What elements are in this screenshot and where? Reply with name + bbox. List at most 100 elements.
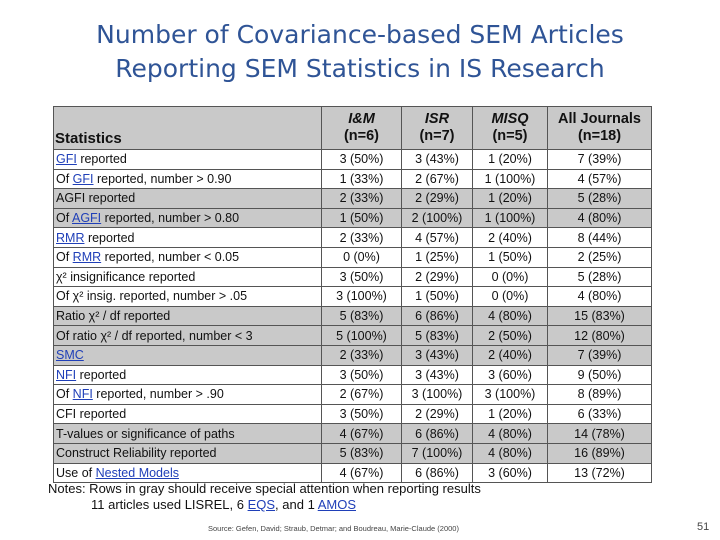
table-row: Of NFI reported, number > .90 2 (67%) 3 (1… — [53, 384, 652, 405]
source-citation: Source: Gefen, David; Straub, Detmar; an… — [208, 524, 459, 533]
value-cell: 2 (100%) — [401, 207, 473, 229]
value-cell: 5 (83%) — [321, 305, 402, 327]
value-cell: 5 (28%) — [547, 188, 652, 209]
value-cell: 1 (20%) — [472, 403, 548, 425]
value-cell: 3 (100%) — [401, 384, 473, 405]
value-cell: 3 (60%) — [472, 364, 548, 386]
value-cell: 6 (86%) — [401, 462, 473, 484]
row-label: Of GFI reported, number > 0.90 — [53, 168, 322, 190]
value-cell: 3 (50%) — [321, 403, 402, 425]
row-label: Of ratio χ² / df reported, number < 3 — [53, 325, 322, 346]
term-link[interactable]: AGFI — [71, 211, 102, 226]
value-cell: 2 (40%) — [472, 227, 548, 248]
value-cell: 6 (86%) — [401, 305, 473, 327]
value-cell: 1 (50%) — [321, 207, 402, 229]
value-cell: 14 (78%) — [547, 423, 652, 444]
value-cell: 4 (67%) — [321, 423, 402, 444]
row-label: SMC — [53, 344, 322, 366]
value-cell: 16 (89%) — [547, 442, 652, 464]
row-label: CFI reported — [53, 403, 322, 425]
value-cell: 2 (50%) — [472, 325, 548, 346]
value-cell: 15 (83%) — [547, 305, 652, 327]
table-row: Use of Nested Models 4 (67%) 6 (86%) 3 (60%… — [53, 462, 652, 484]
table-row: Of RMR reported, number < 0.05 0 (0%) 1 (2… — [53, 246, 652, 268]
notes-line-1: Notes: Rows in gray should receive speci… — [48, 481, 481, 496]
value-cell: 0 (0%) — [472, 286, 548, 307]
term-link[interactable]: Nested Models — [95, 465, 179, 480]
value-cell: 13 (72%) — [547, 462, 652, 484]
value-cell: 0 (0%) — [321, 246, 402, 268]
row-label: Of RMR reported, number < 0.05 — [53, 246, 322, 268]
row-label: GFI reported — [53, 149, 322, 170]
value-cell: 3 (43%) — [401, 149, 473, 170]
notes: Notes: Rows in gray should receive speci… — [48, 481, 481, 513]
value-cell: 5 (83%) — [321, 442, 402, 464]
notes-line-2: 11 articles used LISREL, 6 EQS, and 1 AM… — [91, 497, 356, 512]
value-cell: 1 (20%) — [472, 188, 548, 209]
value-cell: 4 (57%) — [547, 168, 652, 190]
value-cell: 12 (80%) — [547, 325, 652, 346]
value-cell: 1 (33%) — [321, 168, 402, 190]
term-link[interactable]: NFI — [72, 387, 93, 402]
row-label: Ratio χ² / df reported — [53, 305, 322, 327]
value-cell: 4 (57%) — [401, 227, 473, 248]
value-cell: 2 (29%) — [401, 188, 473, 209]
value-cell: 7 (39%) — [547, 344, 652, 366]
value-cell: 9 (50%) — [547, 364, 652, 386]
value-cell: 3 (50%) — [321, 149, 402, 170]
value-cell: 3 (50%) — [321, 266, 402, 288]
row-label: Of AGFI reported, number > 0.80 — [53, 207, 322, 229]
value-cell: 5 (28%) — [547, 266, 652, 288]
row-label: Of χ² insig. reported, number > .05 — [53, 286, 322, 307]
term-link[interactable]: GFI — [72, 171, 94, 186]
value-cell: 1 (20%) — [472, 149, 548, 170]
value-cell: 2 (33%) — [321, 344, 402, 366]
term-link[interactable]: GFI — [56, 152, 77, 167]
value-cell: 2 (40%) — [472, 344, 548, 366]
value-cell: 8 (89%) — [547, 384, 652, 405]
value-cell: 3 (60%) — [472, 462, 548, 484]
table-row: CFI reported 3 (50%) 2 (29%) 1 (20%) 6 (33%) — [53, 403, 652, 425]
value-cell: 2 (25%) — [547, 246, 652, 268]
value-cell: 4 (80%) — [472, 305, 548, 327]
value-cell: 7 (39%) — [547, 149, 652, 170]
row-label: Construct Reliability reported — [53, 442, 322, 464]
value-cell: 6 (33%) — [547, 403, 652, 425]
value-cell: 4 (80%) — [472, 442, 548, 464]
row-label: NFI reported — [53, 364, 322, 386]
value-cell: 2 (33%) — [321, 227, 402, 248]
row-label: AGFI reported — [53, 188, 322, 209]
term-link[interactable]: RMR — [56, 230, 85, 245]
table-row: Of χ² insig. reported, number > .05 3 (10… — [53, 286, 652, 307]
value-cell: 3 (100%) — [472, 384, 548, 405]
term-link[interactable]: SMC — [56, 348, 84, 363]
row-label: Of NFI reported, number > .90 — [53, 384, 322, 405]
header-misq: MISQ (n=5) — [472, 106, 548, 150]
value-cell: 1 (50%) — [401, 286, 473, 307]
table-row: SMC 2 (33%) 3 (43%) 2 (40%) 7 (39%) — [53, 344, 652, 366]
value-cell: 6 (86%) — [401, 423, 473, 444]
table-row: RMR reported 2 (33%) 4 (57%) 2 (40%) 8 (44%) — [53, 227, 652, 248]
table-row: T-values or significance of paths 4 (67%)… — [53, 423, 652, 444]
value-cell: 2 (29%) — [401, 266, 473, 288]
table-row: χ² insignificance reported 3 (50%) 2 (29%)… — [53, 266, 652, 288]
term-link[interactable]: RMR — [72, 250, 102, 265]
amos-link[interactable]: AMOS — [317, 497, 356, 512]
value-cell: 1 (100%) — [472, 168, 548, 190]
value-cell: 5 (100%) — [321, 325, 402, 346]
value-cell: 1 (100%) — [472, 207, 548, 229]
table-header-row: Statistics I&M (n=6) ISR (n=7) MISQ (n=5) A… — [53, 106, 652, 150]
eqs-link[interactable]: EQS — [247, 497, 276, 512]
term-link[interactable]: NFI — [56, 367, 77, 382]
page-number: 51 — [697, 521, 710, 533]
title-line-1: Number of Covariance-based SEM Articles — [96, 20, 624, 49]
slide-title: Number of Covariance-based SEM Articles … — [0, 18, 720, 86]
table-row: Of GFI reported, number > 0.90 1 (33%) 2 (… — [53, 168, 652, 190]
value-cell: 1 (25%) — [401, 246, 473, 268]
value-cell: 3 (50%) — [321, 364, 402, 386]
table-row: AGFI reported 2 (33%) 2 (29%) 1 (20%) 5 (28%… — [53, 188, 652, 209]
value-cell: 4 (80%) — [547, 286, 652, 307]
row-label: T-values or significance of paths — [53, 423, 322, 444]
value-cell: 2 (33%) — [321, 188, 402, 209]
value-cell: 2 (67%) — [401, 168, 473, 190]
